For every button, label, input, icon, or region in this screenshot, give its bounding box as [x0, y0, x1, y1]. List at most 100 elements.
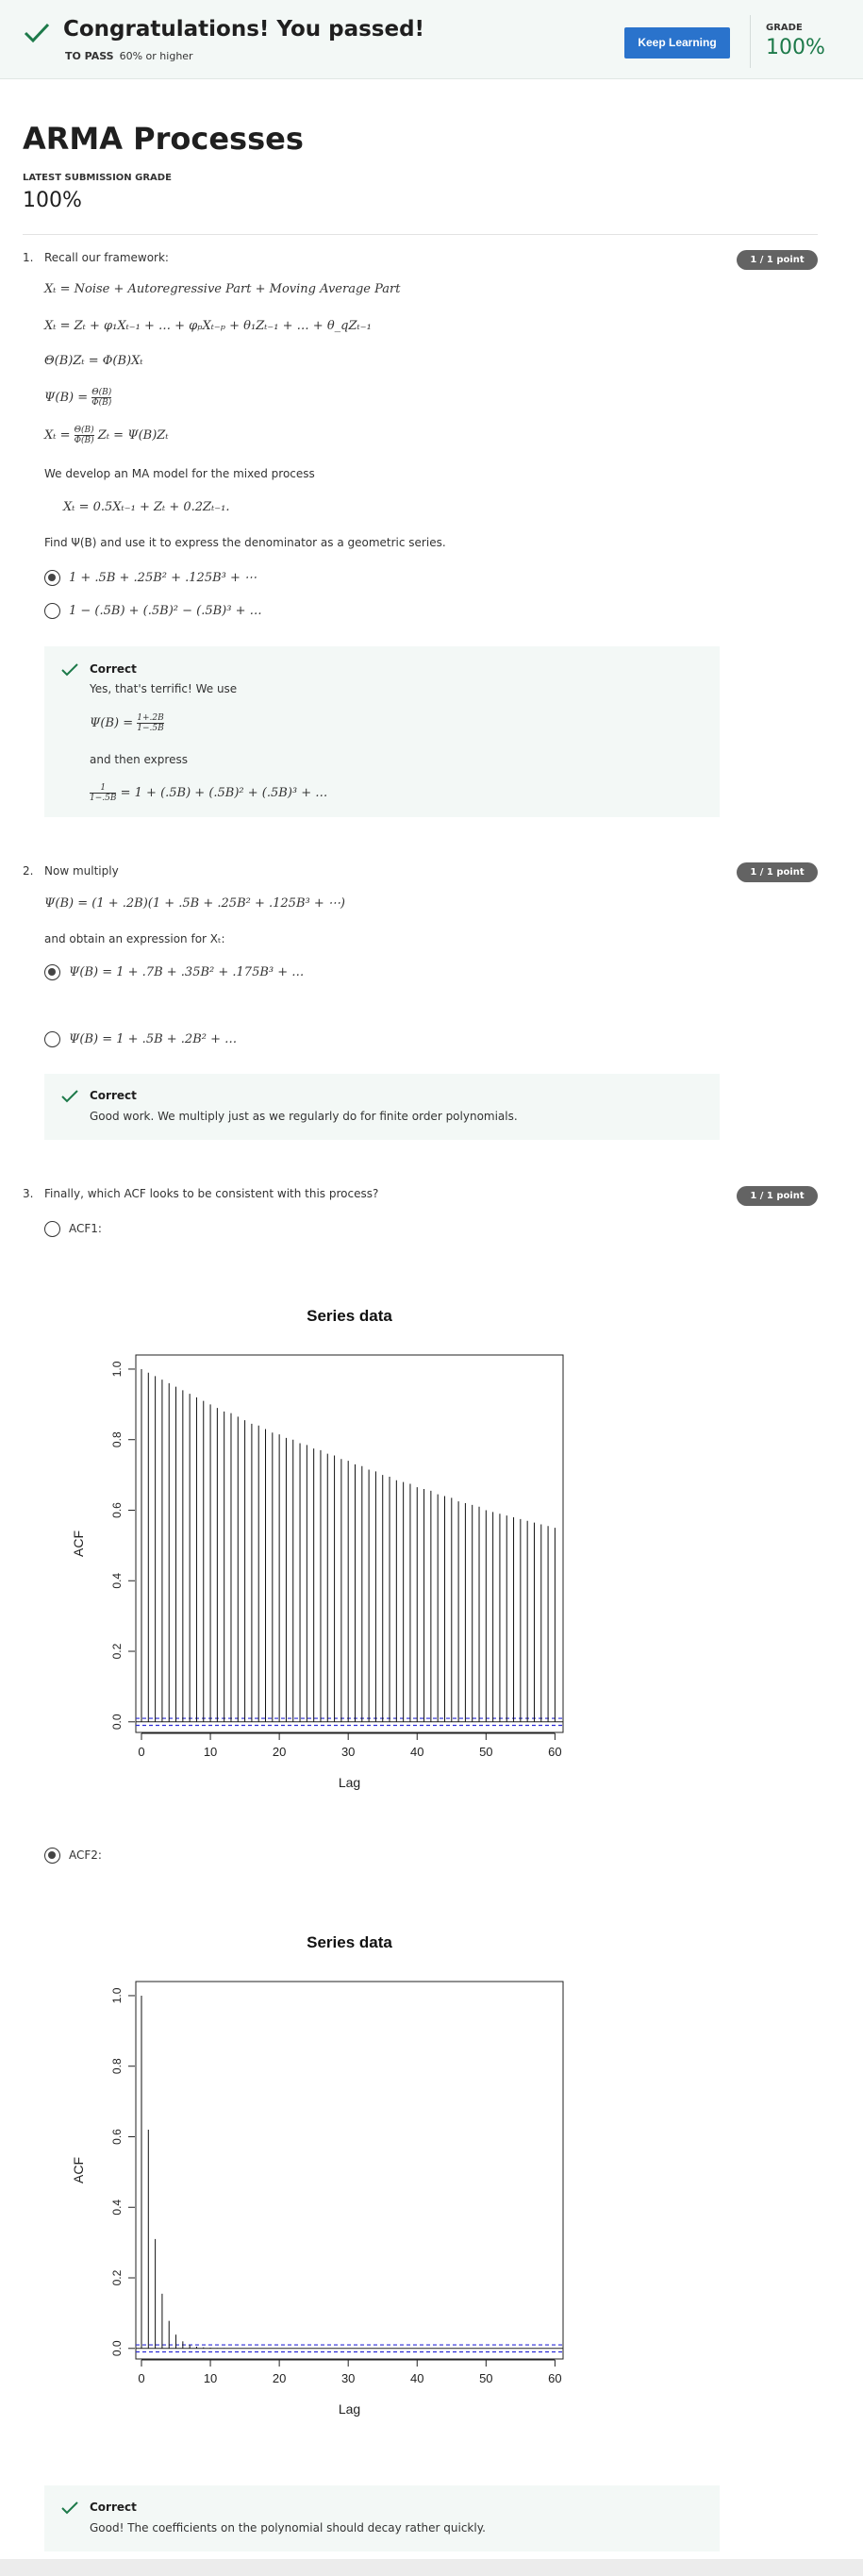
latest-grade-value: 100% [23, 189, 82, 212]
chart-1-x-axis-label: Lag [339, 2401, 360, 2417]
chart-0-y-tick-label: 0.0 [110, 1714, 124, 1730]
q2-feedback-line-1: Good work. We multiply just as we regula… [90, 1110, 518, 1123]
chart-1-x-tick-label: 20 [273, 2371, 286, 2385]
eq4-lhs: Ψ(B) = [44, 391, 89, 405]
q2-option-1-label: Ψ(B) = 1 + .7B + .35B² + .175B³ + … [69, 965, 305, 979]
q2-feedback-title: Correct [90, 1089, 137, 1102]
q1-feedback-title: Correct [90, 662, 137, 676]
chart-1-x-tick-label: 30 [341, 2371, 355, 2385]
eq5-rhs: Zₜ = Ψ(B)Zₜ [97, 428, 169, 443]
chart-1-y-tick-label: 0.2 [110, 2269, 124, 2285]
chart-0-plot-frame [135, 1354, 564, 1733]
q3-feedback-line-1: Good! The coefficients on the polynomial… [90, 2521, 486, 2534]
framework-equation-1: Xₜ = Noise + Autoregressive Part + Movin… [44, 282, 401, 296]
acf1-chart: Series data 0 10 20 30 40 50 60 0.0 0.2 0.4 0.6 0.8 1… [71, 1307, 564, 1790]
geo-fraction: 1 1−.5B [90, 783, 117, 803]
q2-option-2-label: Ψ(B) = 1 + .5B + .2B² + … [69, 1032, 238, 1046]
to-pass-label: TO PASS [65, 50, 114, 62]
chart-0-x-axis-label: Lag [339, 1775, 360, 1790]
chart-1-title: Series data [307, 1933, 392, 1951]
page-title: ARMA Processes [23, 121, 304, 157]
eq5-fraction: Θ(B) Φ(B) [74, 426, 94, 445]
find-psi-text: Find Ψ(B) and use it to express the deno… [44, 536, 446, 549]
q3-option-1-radio[interactable] [44, 1221, 60, 1237]
chart-0-y-axis-label: ACF [71, 1531, 86, 1557]
divider [23, 234, 818, 235]
chart-0-x-tick-label: 0 [138, 1745, 144, 1759]
q1-feedback-psi: Ψ(B) = 1+.2B 1−.5B [90, 713, 164, 733]
question-1-number: 1. [23, 251, 34, 264]
q2-option-1-radio[interactable] [44, 964, 60, 980]
banner-divider [750, 15, 751, 68]
question-2-points-badge: 1 / 1 point [737, 862, 818, 882]
framework-equation-5: Xₜ = Θ(B) Φ(B) Zₜ = Ψ(B)Zₜ [44, 426, 169, 445]
question-3-number: 3. [23, 1187, 34, 1200]
q1-option-1-radio[interactable] [44, 570, 60, 586]
eq4-fraction: Θ(B) Φ(B) [91, 388, 112, 408]
chart-1-y-tick-label: 0.8 [110, 2058, 124, 2074]
geo-denominator: 1−.5B [90, 794, 117, 803]
q1-feedback: Correct Yes, that's terrific! We use Ψ(B… [44, 646, 720, 817]
q3-option-2-radio[interactable] [44, 1848, 60, 1864]
framework-equation-2: Xₜ = Zₜ + φ₁Xₜ₋₁ + … + φₚXₜ₋ₚ + θ₁Zₜ₋₁ +… [44, 319, 372, 333]
framework-equation-3: Θ(B)Zₜ = Φ(B)Xₜ [44, 354, 143, 368]
q3-feedback: Correct Good! The coefficients on the po… [44, 2485, 720, 2551]
psi-fraction: 1+.2B 1−.5B [137, 713, 164, 733]
keep-learning-button[interactable]: Keep Learning [624, 27, 730, 59]
psi-denominator: 1−.5B [137, 724, 164, 733]
chart-1-y-tick-label: 0.6 [110, 2129, 124, 2145]
q3-option-2-label: ACF2: [69, 1848, 102, 1862]
q1-option-1-label: 1 + .5B + .25B² + .125B³ + ⋯ [69, 571, 257, 585]
question-3-prompt: Finally, which ACF looks to be consisten… [44, 1187, 379, 1200]
to-pass-info: TO PASS 60% or higher [65, 50, 193, 62]
chart-1-x-tick-label: 0 [138, 2371, 144, 2385]
acf2-chart: Series data 0 10 20 30 40 50 60 0.0 0.2 0.4 0.6 0.8 1… [71, 1933, 564, 2417]
correct-check-icon [61, 1090, 78, 1103]
correct-check-icon [61, 663, 78, 677]
chart-0-y-tick-label: 0.4 [110, 1573, 124, 1589]
question-3-points-badge: 1 / 1 point [737, 1186, 818, 1206]
q1-option-2-radio[interactable] [44, 603, 60, 619]
obtain-expression-text: and obtain an expression for Xₜ: [44, 932, 225, 945]
psi-product-equation: Ψ(B) = (1 + .2B)(1 + .5B + .25B² + .125B… [44, 896, 345, 911]
grade-value: 100% [766, 36, 825, 59]
chart-1-y-tick-label: 0.0 [110, 2340, 124, 2356]
correct-check-icon [61, 2501, 78, 2515]
chart-0-x-tick-label: 50 [479, 1745, 492, 1759]
to-pass-value: 60% or higher [119, 50, 193, 62]
q3-feedback-title: Correct [90, 2501, 137, 2514]
chart-1-x-tick-label: 40 [410, 2371, 423, 2385]
eq5-numerator: Θ(B) [74, 426, 94, 436]
chart-0-x-tick-label: 30 [341, 1745, 355, 1759]
chart-1-x-tick-label: 10 [204, 2371, 217, 2385]
chart-1-plot-frame [135, 1981, 564, 2360]
eq4-denominator: Φ(B) [91, 398, 112, 408]
pass-banner: Congratulations! You passed! TO PASS 60% … [0, 0, 863, 79]
chart-1-y-tick-label: 0.4 [110, 2200, 124, 2216]
chart-0-y-tick-label: 0.6 [110, 1502, 124, 1518]
framework-equation-4: Ψ(B) = Θ(B) Φ(B) [44, 388, 112, 408]
question-2-prompt: Now multiply [44, 864, 119, 878]
eq5-lhs: Xₜ = [44, 428, 71, 443]
chart-0-x-tick-label: 10 [204, 1745, 217, 1759]
chart-0-y-tick-label: 0.2 [110, 1643, 124, 1659]
psi-lhs: Ψ(B) = [90, 716, 134, 730]
chart-0-y-tick-label: 0.8 [110, 1431, 124, 1447]
question-1-points-badge: 1 / 1 point [737, 250, 818, 270]
eq4-numerator: Θ(B) [91, 388, 112, 398]
grade-label: GRADE [766, 23, 803, 33]
q1-option-2-label: 1 − (.5B) + (.5B)² − (.5B)³ + … [69, 604, 262, 618]
mixed-process-model: Xₜ = 0.5Xₜ₋₁ + Zₜ + 0.2Zₜ₋₁. [63, 500, 230, 514]
eq5-denominator: Φ(B) [74, 436, 94, 445]
geo-rhs: = 1 + (.5B) + (.5B)² + (.5B)³ + … [120, 786, 328, 800]
page-footer-bar [0, 2559, 863, 2576]
question-2-number: 2. [23, 864, 34, 878]
develop-text: We develop an MA model for the mixed pro… [44, 467, 315, 480]
check-icon [24, 23, 50, 43]
chart-0-x-tick-label: 60 [548, 1745, 561, 1759]
latest-grade-label: LATEST SUBMISSION GRADE [23, 173, 172, 183]
geo-numerator: 1 [90, 783, 117, 794]
chart-0-x-tick-label: 20 [273, 1745, 286, 1759]
q2-option-2-radio[interactable] [44, 1031, 60, 1047]
q1-feedback-geometric-series: 1 1−.5B = 1 + (.5B) + (.5B)² + (.5B)³ + … [90, 783, 327, 803]
